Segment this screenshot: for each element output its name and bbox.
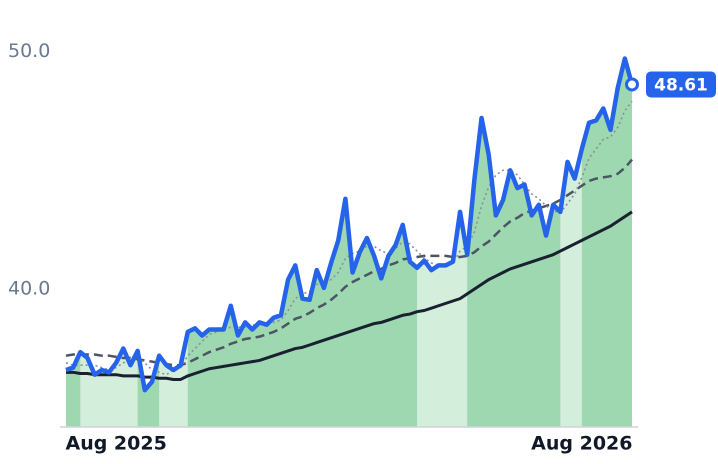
moving-average-line bbox=[66, 210, 633, 381]
last-value-badge bbox=[646, 71, 716, 98]
y-tick-label: 40.0 bbox=[8, 278, 50, 300]
price-line bbox=[65, 56, 635, 393]
x-tick-label: Aug 2026 bbox=[531, 433, 632, 455]
x-tick-label: Aug 2025 bbox=[65, 433, 166, 455]
shaded-period bbox=[560, 58, 582, 427]
last-value-label: 48.61 bbox=[654, 75, 708, 95]
shaded-period bbox=[80, 58, 138, 427]
y-tick-label: 50.0 bbox=[8, 40, 50, 62]
last-point bbox=[625, 77, 639, 92]
